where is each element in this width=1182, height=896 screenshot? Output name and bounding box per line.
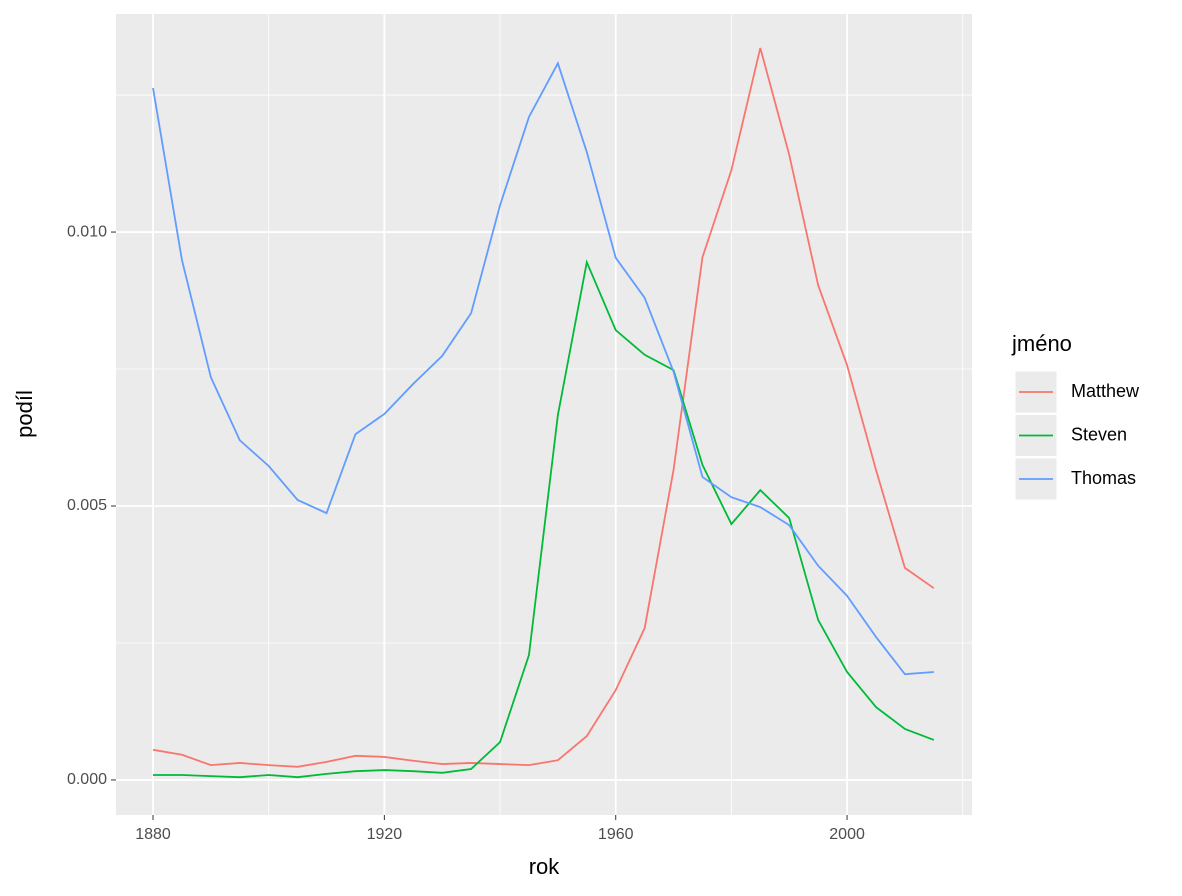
- x-axis-title: rok: [529, 854, 561, 879]
- series-line: [152, 61, 934, 676]
- panel: [116, 14, 972, 815]
- x-tick-label: 1920: [367, 826, 403, 843]
- y-tick-label: 0.000: [67, 771, 107, 788]
- legend-label: Steven: [1071, 424, 1127, 444]
- x-tick-label: 1880: [135, 826, 171, 843]
- legend-label: Matthew: [1071, 381, 1140, 401]
- x-tick-label: 2000: [829, 826, 865, 843]
- y-tick-label: 0.005: [67, 497, 107, 514]
- series-line: [153, 259, 935, 779]
- y-axis-title: podíl: [12, 390, 37, 438]
- legend-label: Thomas: [1071, 468, 1136, 488]
- series-line: [152, 47, 935, 768]
- x-tick-label: 1960: [598, 826, 634, 843]
- legend-title: jméno: [1011, 331, 1072, 356]
- y-tick-label: 0.010: [67, 223, 107, 240]
